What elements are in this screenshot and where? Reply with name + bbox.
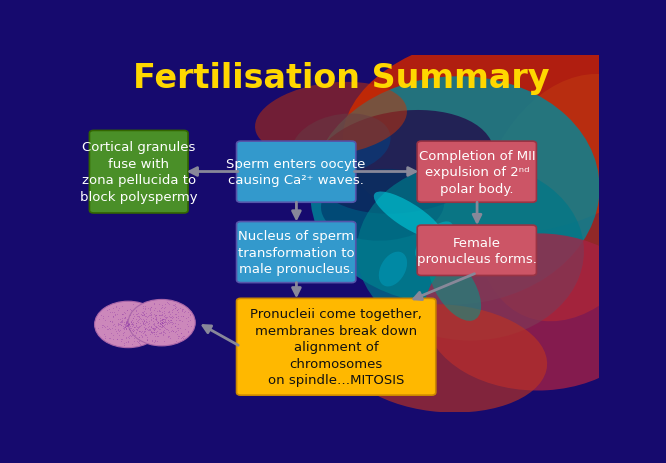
Text: Cortical granules
fuse with
zona pellucida to
block polyspermy: Cortical granules fuse with zona pelluci… <box>80 141 198 204</box>
Text: Pronucleii come together,
membranes break down
alignment of
chromosomes
on spind: Pronucleii come together, membranes brea… <box>250 307 422 387</box>
Ellipse shape <box>424 234 651 391</box>
Ellipse shape <box>292 114 390 175</box>
Text: Sperm enters oocyte
causing Ca²⁺ waves.: Sperm enters oocyte causing Ca²⁺ waves. <box>226 157 366 187</box>
Text: Nucleus of sperm
transformation to
male pronucleus.: Nucleus of sperm transformation to male … <box>238 230 354 275</box>
Ellipse shape <box>312 111 494 214</box>
Circle shape <box>128 300 195 346</box>
FancyBboxPatch shape <box>89 131 188 213</box>
FancyBboxPatch shape <box>236 222 356 283</box>
FancyBboxPatch shape <box>417 142 536 203</box>
FancyBboxPatch shape <box>417 225 536 276</box>
FancyBboxPatch shape <box>236 299 436 395</box>
Text: Fertilisation Summary: Fertilisation Summary <box>133 62 549 95</box>
Circle shape <box>95 301 162 348</box>
Ellipse shape <box>379 252 407 287</box>
Ellipse shape <box>255 82 407 157</box>
Ellipse shape <box>429 253 481 321</box>
Ellipse shape <box>415 222 454 260</box>
Ellipse shape <box>357 163 584 341</box>
FancyBboxPatch shape <box>236 142 356 203</box>
Ellipse shape <box>342 33 666 235</box>
Ellipse shape <box>310 77 599 305</box>
Ellipse shape <box>342 305 547 413</box>
Text: Completion of MII
expulsion of 2ⁿᵈ
polar body.: Completion of MII expulsion of 2ⁿᵈ polar… <box>418 150 535 195</box>
Text: Female
pronucleus forms.: Female pronucleus forms. <box>417 236 537 265</box>
Ellipse shape <box>477 75 666 321</box>
Ellipse shape <box>321 169 444 241</box>
Ellipse shape <box>374 192 443 240</box>
